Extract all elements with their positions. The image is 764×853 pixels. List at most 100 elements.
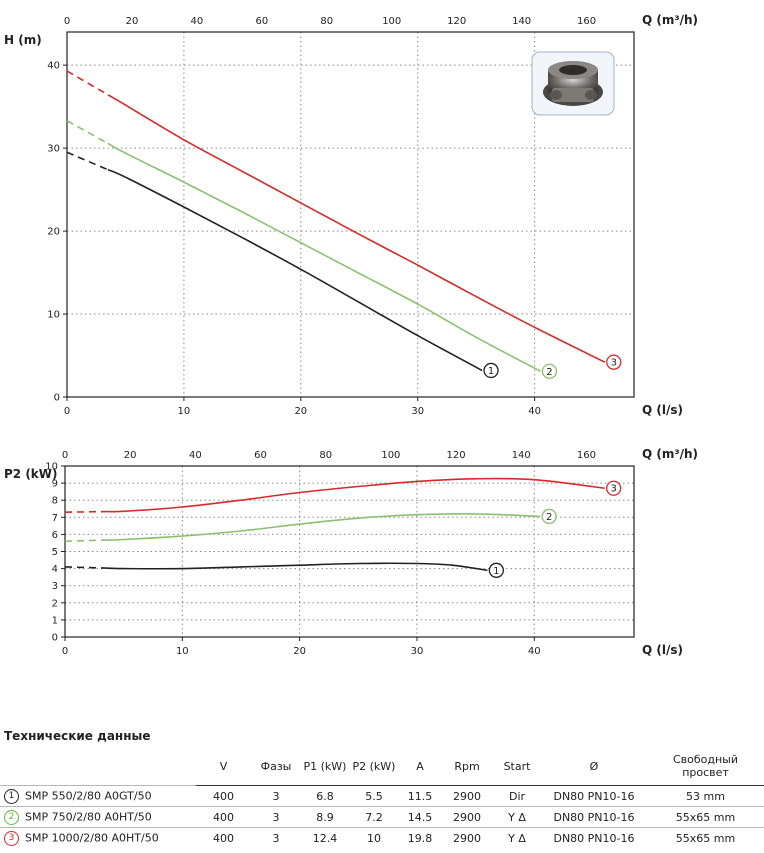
cell-start: Y Δ	[493, 806, 541, 828]
x-tick-label: 0	[64, 406, 70, 417]
series-2-label: 2	[546, 512, 552, 523]
top-x-tick-label: 20	[124, 450, 137, 461]
series-1-label-circle	[483, 362, 499, 379]
y-tick-label: 30	[47, 144, 60, 155]
y-tick-label: 0	[54, 393, 60, 404]
cell-rpm: 2900	[441, 785, 493, 807]
x-tick-label: 0	[62, 646, 68, 657]
cell-free-passage: 55x65 mm	[647, 827, 764, 848]
series-2-dashed-start	[66, 120, 109, 145]
header-start: Start	[493, 747, 541, 786]
table-row: 2 SMP 750/2/80 A0HT/50 400 3 8.9 7.2 14.5…	[0, 806, 764, 828]
series-2-label-circle	[541, 363, 558, 379]
series-3-dashed-start	[64, 510, 107, 513]
curve-number-badge: 2	[4, 809, 19, 825]
tech-table: V Фазы P1 (kW) P2 (kW) A Rpm Start Ø Сво…	[0, 747, 764, 848]
y-tick-label: 1	[52, 615, 58, 626]
y-axis-label: P2 (kW)	[4, 467, 58, 481]
cell-p1: 12.4	[301, 827, 349, 848]
series-3-label: 3	[611, 358, 617, 369]
cell-v: 400	[196, 785, 251, 807]
cell-p2: 10	[349, 827, 399, 848]
model-cell: 1 SMP 550/2/80 A0GT/50	[0, 785, 196, 807]
table-row: 3 SMP 1000/2/80 A0HT/50 400 3 12.4 10 19.…	[0, 827, 764, 848]
top-x-tick-label: 60	[255, 16, 268, 27]
top-x-tick-label: 40	[191, 16, 204, 27]
top-x-tick-label: 140	[512, 450, 531, 461]
top-x-tick-label: 140	[512, 16, 531, 27]
top-x-tick-label: 60	[254, 450, 267, 461]
top-x-tick-label: 0	[64, 16, 70, 27]
x-tick-label: 20	[293, 646, 306, 657]
x-tick-label: 10	[176, 646, 189, 657]
x-tick-label: 30	[411, 406, 424, 417]
cell-a: 19.8	[399, 827, 441, 848]
cell-p1: 8.9	[301, 806, 349, 828]
cell-start: Dir	[493, 785, 541, 807]
top-x-tick-label: 80	[320, 16, 333, 27]
series-3-line	[107, 94, 606, 363]
y-tick-label: 7	[52, 513, 58, 524]
top-x-tick-label: 40	[189, 450, 202, 461]
cell-rpm: 2900	[441, 827, 493, 848]
y-tick-label: 10	[45, 462, 58, 473]
top-x-tick-label: 120	[447, 16, 466, 27]
cell-free-passage: 53 mm	[647, 785, 764, 807]
y-tick-label: 9	[52, 479, 58, 490]
curve-number-badge: 1	[4, 788, 19, 804]
table-row: 1 SMP 550/2/80 A0GT/50 400 3 6.8 5.5 11.5…	[0, 785, 764, 807]
top-x-tick-label: 100	[381, 450, 400, 461]
tech-header-row: V Фазы P1 (kW) P2 (kW) A Rpm Start Ø Сво…	[0, 747, 764, 786]
y-tick-label: 3	[52, 581, 58, 592]
series-1-line	[107, 168, 483, 372]
curve-number-badge: 3	[4, 830, 19, 846]
series-2-dashed-start	[64, 539, 107, 543]
x-axis-label: Q (l/s)	[642, 643, 683, 657]
series-1-label-circle	[488, 562, 505, 578]
model-name: SMP 550/2/80 A0GT/50	[25, 789, 152, 802]
header-phases: Фазы	[251, 747, 301, 786]
header-p1: P1 (kW)	[301, 747, 349, 786]
y-tick-label: 2	[52, 598, 58, 609]
cell-phases: 3	[251, 827, 301, 848]
top-x-axis-label: Q (m³/h)	[642, 13, 698, 27]
y-tick-label: 20	[47, 227, 60, 238]
tech-title: Технические данные	[4, 729, 151, 743]
series-3-label: 3	[610, 484, 616, 495]
cell-a: 11.5	[399, 785, 441, 807]
cell-a: 14.5	[399, 806, 441, 828]
cell-phases: 3	[251, 785, 301, 807]
header-rpm: Rpm	[441, 747, 493, 786]
x-tick-label: 10	[178, 406, 191, 417]
cell-diameter: DN80 PN10-16	[541, 785, 647, 807]
x-tick-label: 20	[294, 406, 307, 417]
top-x-tick-label: 100	[382, 16, 401, 27]
series-2-line	[107, 142, 541, 373]
cell-rpm: 2900	[441, 806, 493, 828]
cell-diameter: DN80 PN10-16	[541, 827, 647, 848]
cell-p2: 5.5	[349, 785, 399, 807]
series-3-label-circle	[606, 480, 622, 496]
header-diameter: Ø	[541, 747, 647, 786]
cell-start: Y Δ	[493, 827, 541, 848]
y-tick-label: 10	[47, 310, 60, 321]
tech-data-section: Технические данные V Фазы P1 (kW) P2 (kW…	[0, 725, 764, 848]
plot-frame	[66, 31, 635, 398]
y-tick-label: 5	[52, 547, 58, 558]
cell-phases: 3	[251, 806, 301, 828]
model-name: SMP 1000/2/80 A0HT/50	[25, 831, 159, 844]
x-tick-label: 40	[528, 646, 541, 657]
y-tick-label: 6	[52, 530, 58, 541]
header-v: V	[196, 747, 251, 786]
cell-free-passage: 55x65 mm	[647, 806, 764, 828]
series-3-line	[106, 477, 605, 513]
series-1-label: 1	[488, 366, 494, 377]
y-axis-label: H (m)	[4, 33, 42, 47]
x-tick-label: 40	[528, 406, 541, 417]
cell-p1: 6.8	[301, 785, 349, 807]
header-p2: P2 (kW)	[349, 747, 399, 786]
series-3-label-circle	[606, 354, 622, 370]
x-tick-label: 30	[411, 646, 424, 657]
cell-p2: 7.2	[349, 806, 399, 828]
